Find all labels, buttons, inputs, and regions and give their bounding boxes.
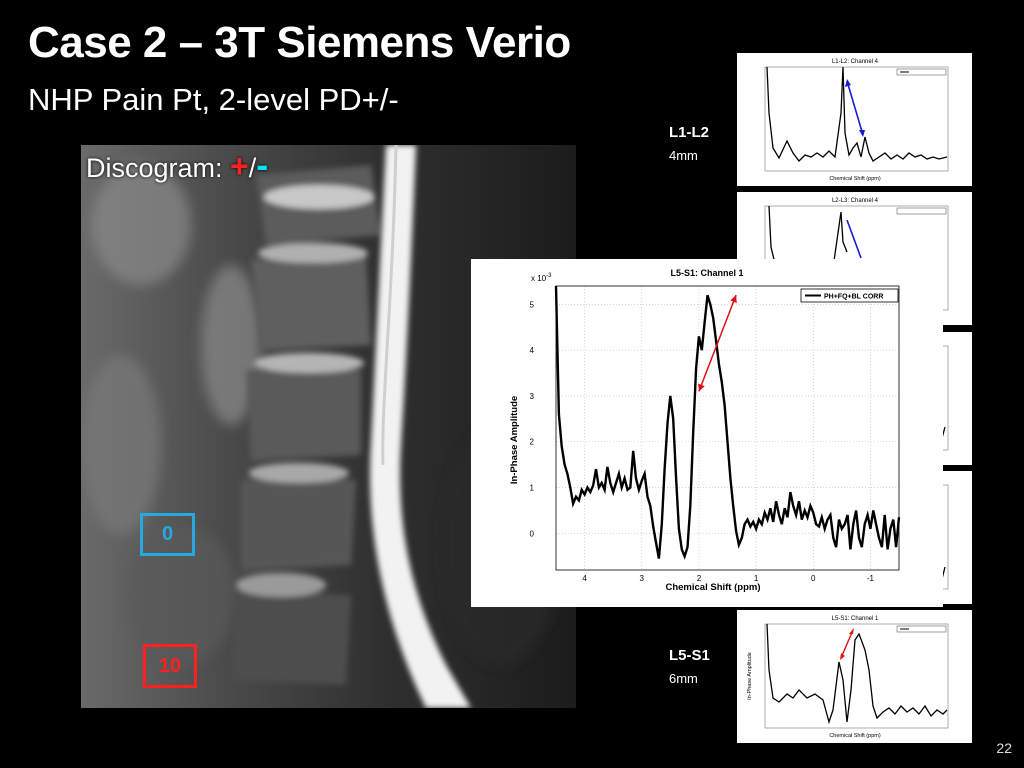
spectrum-series-line <box>554 285 901 560</box>
x-tick-label: 4 <box>582 574 587 583</box>
y-tick-label: 5 <box>530 300 535 309</box>
plot-frame <box>555 285 900 571</box>
x-tick-label: 2 <box>697 574 702 583</box>
level-label-l5s1: L5-S1 <box>669 647 710 664</box>
scale-base: x 10 <box>531 274 547 283</box>
y-tick-label: 4 <box>530 346 535 355</box>
discogram-plus: + <box>230 148 249 184</box>
x-tick-label: 3 <box>640 574 645 583</box>
spectrum-chart-svg: L5-S1: Channel 1 x 10-3 4 3 2 1 0 -1 0 1 2 3 4 5 PH… <box>509 268 901 593</box>
thumb-xlabel: Chemical Shift (ppm) <box>829 176 881 182</box>
enlarged-spectrum-chart: L5-S1: Channel 1 x 10-3 4 3 2 1 0 -1 0 1 2 3 4 5 PH… <box>471 259 943 607</box>
chart-scale-label: x 10-3 <box>531 273 552 283</box>
discogram-slash: / <box>248 153 257 183</box>
level-size-l1l2: 4mm <box>669 148 698 163</box>
peak-arrow-head <box>698 383 705 392</box>
score-red-value: 10 <box>158 654 182 677</box>
peak-arrow <box>698 294 737 392</box>
legend-box <box>800 288 899 303</box>
spectrum-thumbnail-l5s1: L5-S1: Channel 1 Chemical Shift (ppm) In… <box>737 610 972 743</box>
y-tick-label: 0 <box>530 529 535 538</box>
y-tick-label: 1 <box>530 484 535 493</box>
y-tick-label: 3 <box>530 392 535 401</box>
thumb-title: L2-L3: Channel 4 <box>832 198 879 204</box>
slide-title: Case 2 – 3T Siemens Verio <box>28 18 571 67</box>
thumb-xlabel: Chemical Shift (ppm) <box>829 733 881 739</box>
y-tick-label: 2 <box>530 438 535 447</box>
discogram-label: Discogram: +/- <box>86 144 268 186</box>
scale-exponent: -3 <box>546 273 552 279</box>
thumb-title: L1-L2: Channel 4 <box>832 59 879 65</box>
slide-subtitle: NHP Pain Pt, 2-level PD+/- <box>28 82 399 117</box>
discogram-text: Discogram: <box>86 153 223 183</box>
score-blue-value: 0 <box>161 523 174 545</box>
score-box-red: 10 <box>143 644 197 688</box>
chart-title: L5-S1: Channel 1 <box>670 268 743 278</box>
thumb-ylabel: In-Phase Amplitude <box>747 652 753 700</box>
level-size-l5s1: 6mm <box>669 671 698 686</box>
x-tick-label: 0 <box>811 574 816 583</box>
discogram-minus: - <box>256 144 269 185</box>
x-tick-label: 1 <box>754 574 759 583</box>
thumb-title: L5-S1: Channel 1 <box>832 616 879 622</box>
chart-legend: PH+FQ+BL CORR <box>800 288 899 303</box>
score-box-blue: 0 <box>140 513 195 556</box>
peak-arrow-line <box>698 294 737 392</box>
x-tick-label: -1 <box>867 574 875 583</box>
page-number: 22 <box>996 740 1012 756</box>
spectrum-thumbnail-l1l2: L1-L2: Channel 4 Chemical Shift (ppm) <box>737 53 972 186</box>
peak-arrow-head <box>730 295 737 303</box>
chart-ylabel: In-Phase Amplitude <box>509 396 520 484</box>
legend-label: PH+FQ+BL CORR <box>824 294 883 301</box>
level-label-l1l2: L1-L2 <box>669 124 710 141</box>
chart-xlabel: Chemical Shift (ppm) <box>665 582 760 593</box>
